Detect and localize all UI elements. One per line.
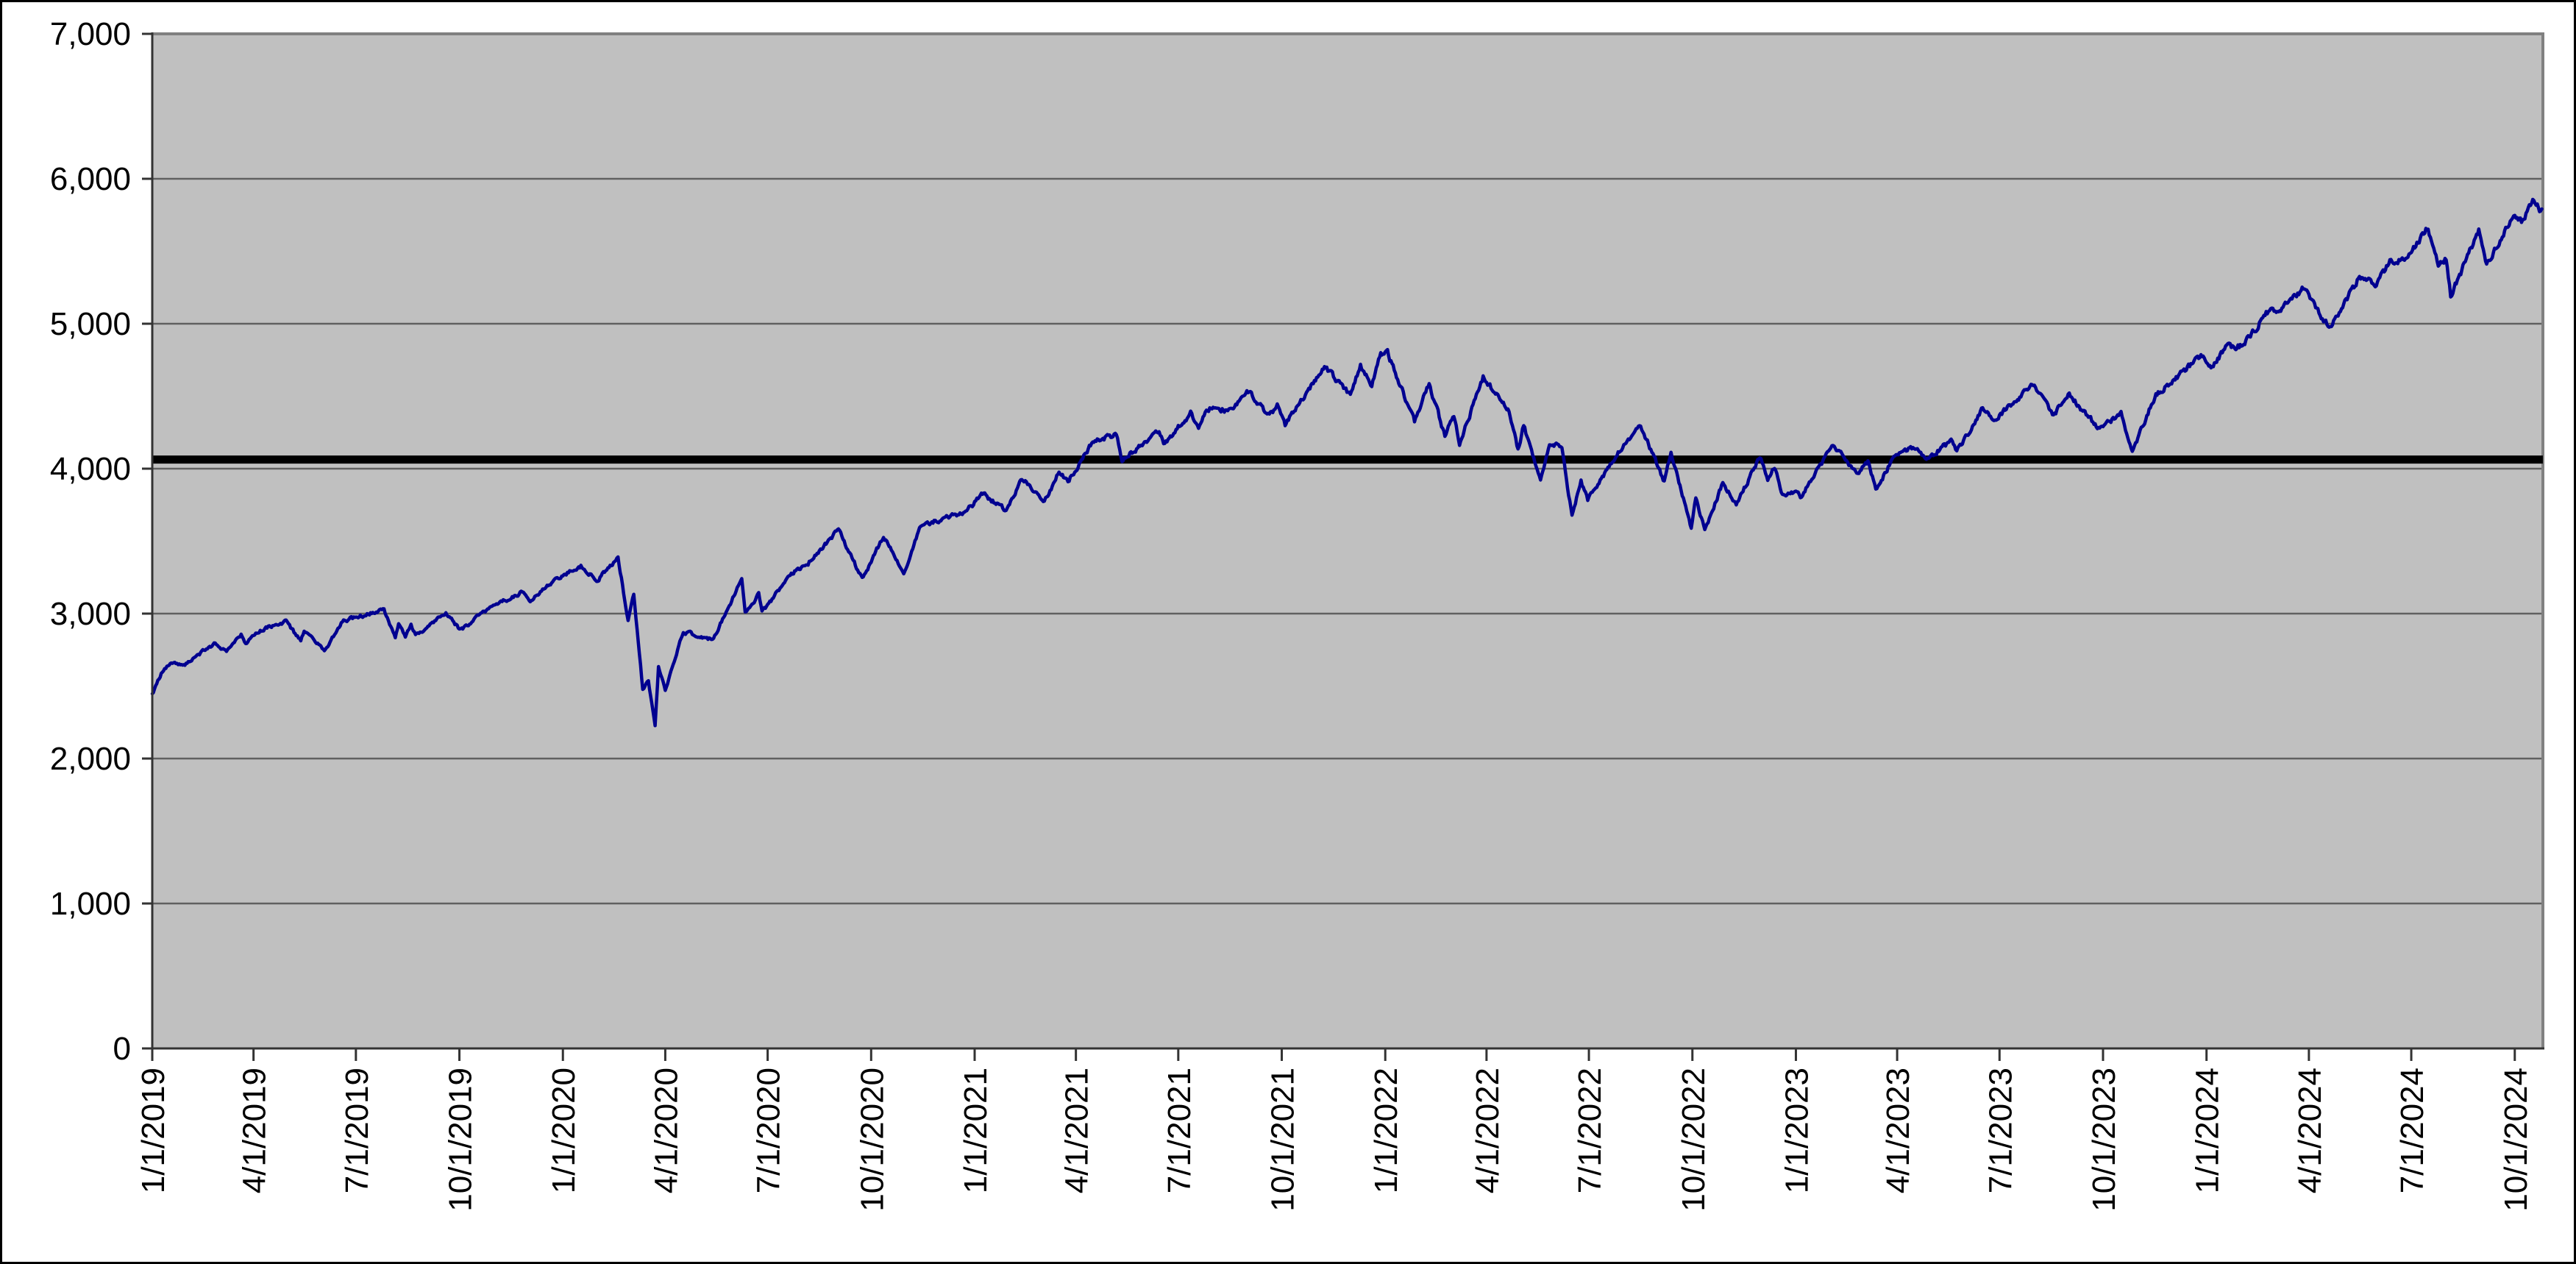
y-tick-label: 4,000 xyxy=(50,451,131,487)
x-tick-label: 10/1/2020 xyxy=(854,1068,890,1212)
x-tick-label: 10/1/2019 xyxy=(443,1068,479,1212)
x-tick-label: 1/1/2022 xyxy=(1368,1068,1404,1193)
y-tick-label: 1,000 xyxy=(50,886,131,922)
y-tick-label: 6,000 xyxy=(50,161,131,197)
x-tick-label: 7/1/2024 xyxy=(2394,1068,2430,1193)
x-tick-label: 7/1/2023 xyxy=(1982,1068,2018,1193)
x-tick-label: 7/1/2019 xyxy=(339,1068,375,1193)
x-tick-label: 4/1/2024 xyxy=(2292,1068,2328,1193)
x-tick-label: 1/1/2021 xyxy=(958,1068,994,1193)
y-tick-label: 0 xyxy=(113,1031,131,1067)
x-tick-label: 4/1/2022 xyxy=(1470,1068,1506,1193)
x-tick-label: 4/1/2021 xyxy=(1059,1068,1095,1193)
x-tick-label: 7/1/2020 xyxy=(751,1068,787,1193)
x-tick-label: 7/1/2021 xyxy=(1161,1068,1198,1193)
x-tick-label: 10/1/2024 xyxy=(2498,1068,2534,1212)
x-tick-label: 1/1/2020 xyxy=(546,1068,582,1193)
x-tick-label: 7/1/2022 xyxy=(1572,1068,1608,1193)
y-tick-label: 3,000 xyxy=(50,596,131,632)
x-tick-label: 1/1/2019 xyxy=(135,1068,171,1193)
y-tick-label: 2,000 xyxy=(50,741,131,777)
x-tick-label: 4/1/2023 xyxy=(1880,1068,1916,1193)
x-tick-label: 1/1/2023 xyxy=(1779,1068,1815,1193)
x-tick-label: 10/1/2022 xyxy=(1676,1068,1712,1212)
y-tick-label: 5,000 xyxy=(50,306,131,342)
price-series-line[interactable] xyxy=(150,197,2544,728)
plot-area[interactable] xyxy=(152,34,2543,1048)
x-tick-label: 4/1/2020 xyxy=(648,1068,684,1193)
y-tick-label: 7,000 xyxy=(50,16,131,52)
x-tick-label: 10/1/2021 xyxy=(1265,1068,1301,1212)
x-tick-label: 4/1/2019 xyxy=(237,1068,273,1193)
x-tick-label: 10/1/2023 xyxy=(2086,1068,2122,1212)
x-tick-label: 1/1/2024 xyxy=(2190,1068,2226,1193)
